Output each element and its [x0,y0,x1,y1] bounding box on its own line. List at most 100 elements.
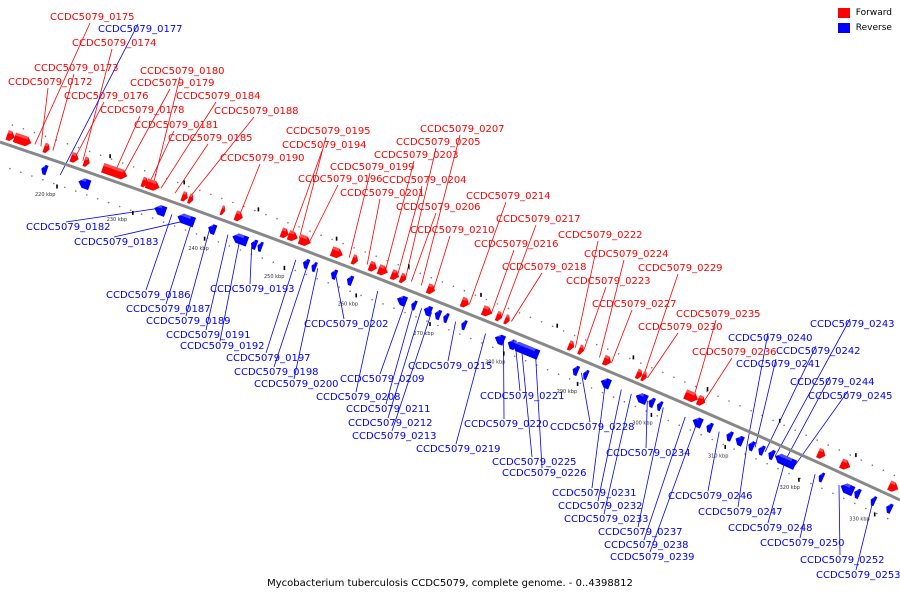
forward-gene-label[interactable]: CCDC5079_0223 [566,276,651,287]
reverse-gene-label[interactable]: CCDC5079_0253 [816,570,900,581]
forward-gene-label[interactable]: CCDC5079_0204 [382,175,467,186]
scale-tick-label: 250 kbp [264,274,284,280]
forward-gene-label[interactable]: CCDC5079_0218 [502,262,587,273]
reverse-gene-label[interactable]: CCDC5079_0208 [316,392,401,403]
leader-line [737,443,748,508]
forward-gene-label[interactable]: CCDC5079_0217 [496,214,581,225]
leader-line [838,485,841,556]
reverse-gene-label[interactable]: CCDC5079_0226 [502,468,587,479]
track-dot [623,401,626,403]
forward-gene-label[interactable]: CCDC5079_0207 [420,124,505,135]
reverse-gene-label[interactable]: CCDC5079_0252 [800,555,885,566]
forward-gene-label[interactable]: CCDC5079_0196 [298,174,383,185]
reverse-gene-label[interactable]: CCDC5079_0187 [126,304,211,315]
reverse-gene-label[interactable]: CCDC5079_0238 [604,540,689,551]
forward-gene-label[interactable]: CCDC5079_0214 [466,191,551,202]
reverse-gene-label[interactable]: CCDC5079_0219 [416,444,501,455]
forward-gene [459,296,470,308]
reverse-gene-label[interactable]: CCDC5079_0246 [668,491,753,502]
forward-gene-label[interactable]: CCDC5079_0194 [282,140,367,151]
reverse-gene-label[interactable]: CCDC5079_0215 [408,361,493,372]
reverse-gene-label[interactable]: CCDC5079_0228 [550,422,635,433]
reverse-gene-label[interactable]: CCDC5079_0220 [464,419,549,430]
reverse-gene-label[interactable]: CCDC5079_0189 [146,316,231,327]
leader-line [575,240,599,348]
forward-gene-label[interactable]: CCDC5079_0175 [50,12,135,23]
forward-gene-label[interactable]: CCDC5079_0173 [34,63,119,74]
forward-gene-label[interactable]: CCDC5079_0179 [130,78,215,89]
reverse-gene-label[interactable]: CCDC5079_0247 [698,507,783,518]
track-dot [452,285,455,288]
reverse-gene [177,211,197,228]
forward-gene-label[interactable]: CCDC5079_0195 [286,126,371,137]
reverse-gene-label[interactable]: CCDC5079_0192 [180,341,265,352]
reverse-gene [154,203,168,217]
reverse-gene-label[interactable]: CCDC5079_0200 [254,379,339,390]
forward-gene-label[interactable]: CCDC5079_0199 [330,162,415,173]
reverse-gene-label[interactable]: CCDC5079_0245 [808,391,893,402]
reverse-gene-label[interactable]: CCDC5079_0197 [226,353,311,364]
forward-gene-label[interactable]: CCDC5079_0230 [638,322,723,333]
forward-gene-label[interactable]: CCDC5079_0201 [340,188,425,199]
forward-gene-label[interactable]: CCDC5079_0178 [100,105,185,116]
forward-gene-label[interactable]: CCDC5079_0222 [558,230,643,241]
leader-line [703,357,733,403]
forward-gene-label[interactable]: CCDC5079_0172 [8,77,93,88]
reverse-gene-label[interactable]: CCDC5079_0250 [760,538,845,549]
track-dot [573,334,576,337]
forward-gene-label[interactable]: CCDC5079_0206 [396,202,481,213]
track-dot [551,325,554,328]
forward-gene-label[interactable]: CCDC5079_0188 [214,106,299,117]
forward-gene-label[interactable]: CCDC5079_0190 [220,153,305,164]
reverse-gene-label[interactable]: CCDC5079_0193 [210,284,295,295]
reverse-gene-label[interactable]: CCDC5079_0198 [234,367,319,378]
reverse-gene-label[interactable]: CCDC5079_0231 [552,488,637,499]
forward-gene-label[interactable]: CCDC5079_0224 [584,249,669,260]
forward-gene-label[interactable]: CCDC5079_0176 [64,91,149,102]
track-dot [64,186,66,189]
track-dot [816,439,818,441]
reverse-gene-label[interactable]: CCDC5079_0242 [776,346,861,357]
reverse-gene-label[interactable]: CCDC5079_0234 [606,448,691,459]
forward-gene [69,151,79,163]
leader-line [165,221,193,305]
forward-gene-label[interactable]: CCDC5079_0180 [140,66,225,77]
reverse-gene-label[interactable]: CCDC5079_0232 [558,501,643,512]
forward-gene-label[interactable]: CCDC5079_0210 [410,225,495,236]
forward-gene-label[interactable]: CCDC5079_0227 [592,299,677,310]
reverse-gene-label[interactable]: CCDC5079_0213 [352,431,437,442]
reverse-gene-label[interactable]: CCDC5079_0212 [348,418,433,429]
forward-gene-label[interactable]: CCDC5079_0236 [692,347,777,358]
forward-gene [219,205,225,216]
forward-gene-label[interactable]: CCDC5079_0229 [638,263,723,274]
reverse-gene [854,487,862,500]
forward-gene-label[interactable]: CCDC5079_0216 [474,239,559,250]
reverse-gene-label[interactable]: CCDC5079_0243 [810,319,895,330]
reverse-gene-label[interactable]: CCDC5079_0211 [346,404,431,415]
reverse-gene-label[interactable]: CCDC5079_0202 [304,319,389,330]
forward-gene-label[interactable]: CCDC5079_0205 [396,137,481,148]
reverse-gene-label[interactable]: CCDC5079_0244 [790,377,875,388]
reverse-gene-label[interactable]: CCDC5079_0239 [610,552,695,563]
forward-gene-label[interactable]: CCDC5079_0181 [134,120,219,131]
leader-line [391,312,432,432]
reverse-gene-label[interactable]: CCDC5079_0221 [480,391,565,402]
reverse-gene-label[interactable]: CCDC5079_0225 [492,457,577,468]
forward-gene-label[interactable]: CCDC5079_0235 [676,309,761,320]
reverse-gene-label[interactable]: CCDC5079_0209 [340,374,425,385]
reverse-gene-label[interactable]: CCDC5079_0248 [728,523,813,534]
scale-ticks: 220 kbp 230 kbp 240 kbp 250 kbp 260 kbp 270 k… [35,192,870,522]
forward-gene-label[interactable]: CCDC5079_0203 [374,150,459,161]
reverse-gene-label[interactable]: CCDC5079_0191 [166,330,251,341]
reverse-gene-label[interactable]: CCDC5079_0182 [26,222,111,233]
reverse-gene-label[interactable]: CCDC5079_0240 [728,333,813,344]
reverse-gene-label[interactable]: CCDC5079_0233 [564,514,649,525]
reverse-gene-label[interactable]: CCDC5079_0186 [106,290,191,301]
forward-gene-label[interactable]: CCDC5079_0185 [168,133,253,144]
reverse-gene-label[interactable]: CCDC5079_0241 [736,359,821,370]
reverse-gene-label[interactable]: CCDC5079_0183 [74,237,159,248]
forward-gene-label[interactable]: CCDC5079_0184 [176,91,261,102]
reverse-gene-label[interactable]: CCDC5079_0237 [598,527,683,538]
forward-gene-label[interactable]: CCDC5079_0174 [72,38,157,49]
reverse-gene-label[interactable]: CCDC5079_0177 [98,24,183,35]
